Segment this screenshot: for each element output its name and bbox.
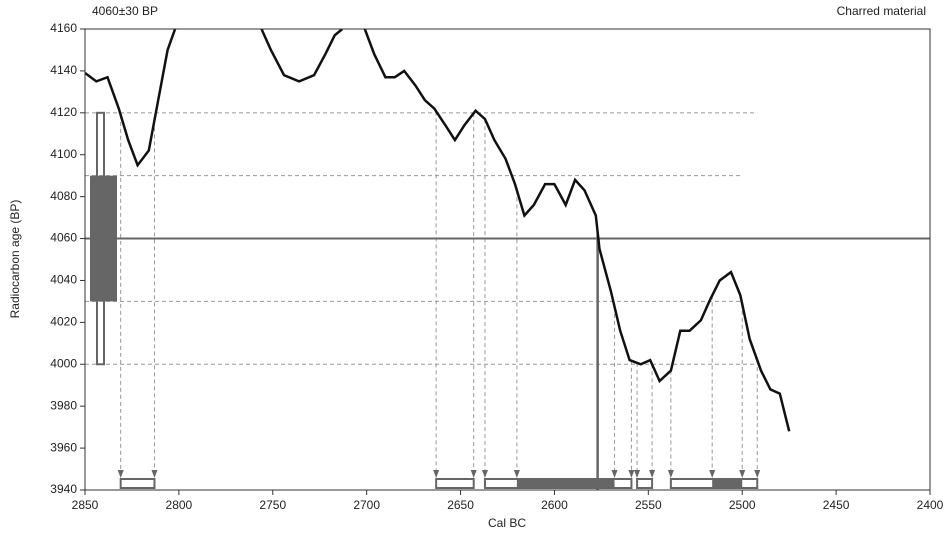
range-arrow xyxy=(667,470,674,478)
range-arrow xyxy=(513,470,520,478)
x-tick-label: 2600 xyxy=(541,498,568,512)
calibration-curve xyxy=(85,29,791,432)
range-arrow xyxy=(433,470,440,478)
range-arrow xyxy=(470,470,477,478)
one-sigma-box xyxy=(90,175,117,302)
y-tick-label: 3940 xyxy=(50,482,77,496)
range-arrow xyxy=(628,470,635,478)
y-tick-label: 4080 xyxy=(50,189,77,203)
y-tick-label: 3960 xyxy=(50,440,77,454)
range-arrow xyxy=(151,470,158,478)
y-tick-label: 3980 xyxy=(50,398,77,412)
one-sigma-range xyxy=(516,479,615,488)
y-tick-label: 4120 xyxy=(50,105,77,119)
y-axis-label: Radiocarbon age (BP) xyxy=(8,200,22,319)
range-arrow xyxy=(709,470,716,478)
y-tick-label: 4160 xyxy=(50,21,77,35)
range-arrow xyxy=(481,470,488,478)
y-tick-label: 4000 xyxy=(50,356,77,370)
two-sigma-range xyxy=(119,478,156,489)
y-tick-label: 4040 xyxy=(50,273,77,287)
x-tick-label: 2400 xyxy=(917,498,944,512)
x-tick-label: 2850 xyxy=(72,498,99,512)
range-arrow xyxy=(754,470,761,478)
title-left: 4060±30 BP xyxy=(92,4,158,18)
one-sigma-range xyxy=(712,479,743,488)
y-tick-label: 4020 xyxy=(50,315,77,329)
y-tick-label: 4140 xyxy=(50,63,77,77)
range-arrow xyxy=(649,470,656,478)
two-sigma-range xyxy=(636,478,654,489)
range-arrow xyxy=(117,470,124,478)
title-right: Charred material xyxy=(837,4,926,18)
range-arrow xyxy=(739,470,746,478)
x-tick-label: 2650 xyxy=(447,498,474,512)
y-tick-label: 4100 xyxy=(50,147,77,161)
x-tick-label: 2800 xyxy=(166,498,193,512)
x-axis-label: Cal BC xyxy=(488,516,526,530)
range-arrow xyxy=(634,470,641,478)
plot-frame xyxy=(84,28,931,491)
range-arrow xyxy=(611,470,618,478)
x-tick-label: 2550 xyxy=(635,498,662,512)
x-tick-label: 2750 xyxy=(259,498,286,512)
x-tick-label: 2500 xyxy=(729,498,756,512)
y-tick-label: 4060 xyxy=(50,231,77,245)
x-tick-label: 2450 xyxy=(823,498,850,512)
x-tick-label: 2700 xyxy=(353,498,380,512)
two-sigma-range xyxy=(435,478,475,489)
